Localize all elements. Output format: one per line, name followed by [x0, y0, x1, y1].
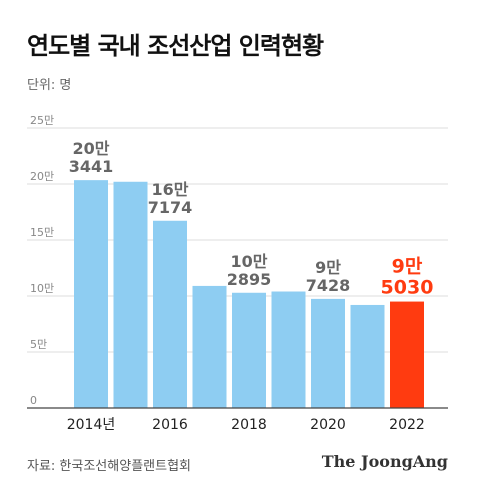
chart-title: 연도별 국내 조선산업 인력현황: [27, 32, 324, 60]
x-tick-label: 2016: [152, 417, 188, 433]
bar: [113, 181, 148, 408]
bar: [311, 298, 345, 408]
y-tick-label: 20만: [30, 170, 54, 183]
bar: [192, 285, 227, 408]
data-label: 10만: [231, 252, 268, 271]
y-tick-label: 25만: [30, 114, 54, 127]
x-tick-label: 2022: [389, 417, 425, 433]
x-tick-label: 2018: [231, 417, 267, 433]
bar: [271, 291, 306, 408]
x-tick-label: 2020: [310, 417, 346, 433]
bar: [390, 301, 424, 408]
y-tick-label: 15만: [30, 226, 54, 239]
highlight-data-label: 5030: [381, 277, 434, 299]
y-tick-label: 5만: [30, 338, 47, 351]
data-label: 3441: [69, 157, 114, 176]
data-label: 7428: [306, 276, 351, 295]
bar: [153, 220, 187, 408]
data-label: 20만: [73, 139, 110, 158]
bar: [74, 180, 108, 408]
data-label: 7174: [148, 198, 193, 217]
unit-label: 단위: 명: [27, 78, 72, 93]
data-label: 9만: [315, 258, 341, 277]
highlight-data-label: 9만: [392, 256, 423, 278]
y-tick-label: 10만: [30, 282, 54, 295]
source-note: 자료: 한국조선해양플랜트협회: [27, 459, 191, 474]
bar: [350, 304, 385, 408]
data-label: 2895: [227, 270, 272, 289]
data-label: 16만: [152, 180, 189, 199]
brand-logo: The JoongAng: [321, 452, 448, 471]
bar: [232, 292, 266, 408]
x-tick-label: 2014년: [67, 417, 116, 433]
y-tick-label: 0: [30, 394, 37, 407]
